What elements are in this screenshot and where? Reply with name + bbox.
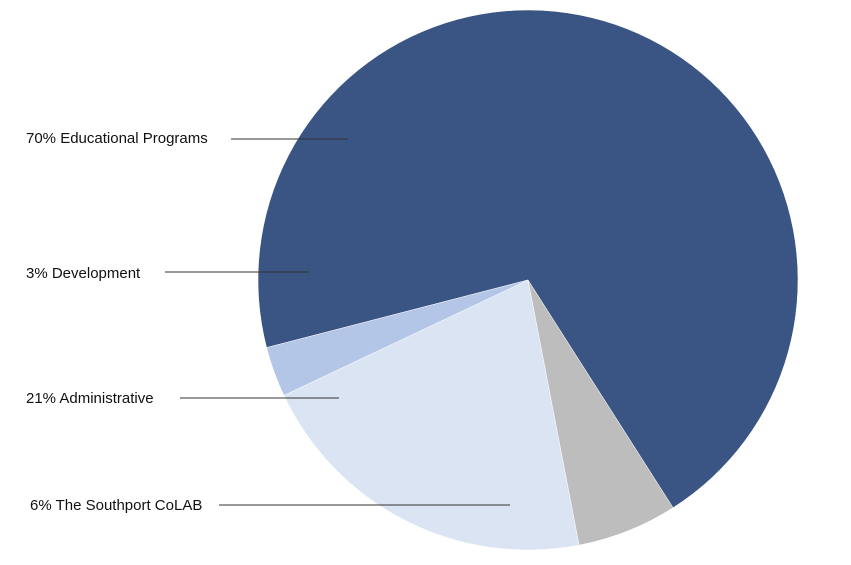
label-development: 3% Development xyxy=(26,265,141,282)
label-educational-programs: 70% Educational Programs xyxy=(26,130,208,147)
pie-slices xyxy=(257,9,799,551)
pie-slice-educational-programs xyxy=(257,9,799,509)
pie-slice-administrative xyxy=(283,279,580,551)
label-administrative-group: 21% Administrative xyxy=(26,390,339,407)
label-development-group: 3% Development xyxy=(26,265,309,282)
label-southport-colab-group: 6% The Southport CoLAB xyxy=(30,497,510,514)
label-educational-programs-group: 70% Educational Programs xyxy=(26,130,348,147)
label-administrative: 21% Administrative xyxy=(26,390,154,407)
pie-slice-development xyxy=(266,279,529,396)
label-southport-colab: 6% The Southport CoLAB xyxy=(30,497,202,514)
